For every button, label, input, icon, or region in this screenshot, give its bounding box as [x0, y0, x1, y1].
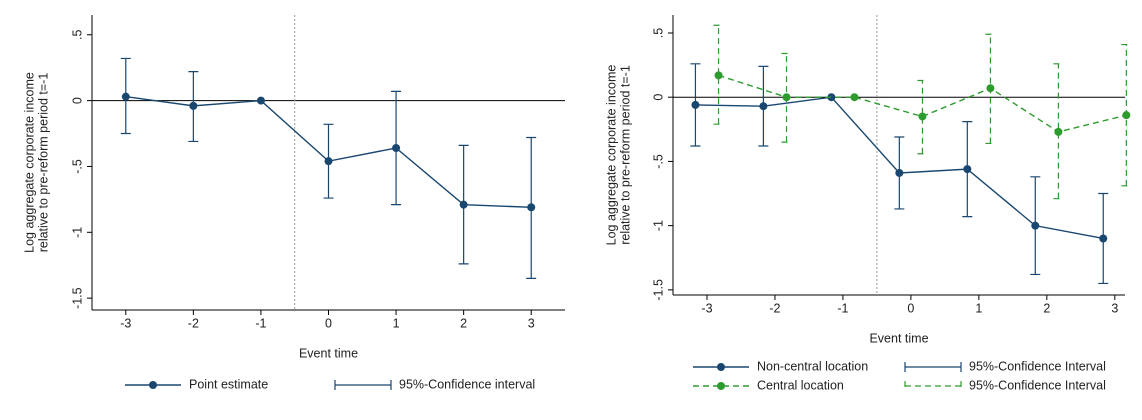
- legend-label: 95%-Confidence interval: [399, 377, 535, 391]
- point: [459, 200, 468, 209]
- x-tick-label: -3: [120, 316, 131, 330]
- y-tick-label: -.5: [651, 154, 665, 169]
- legend-ci: [904, 381, 962, 391]
- y-tick-label: .5: [70, 30, 84, 40]
- point: [392, 144, 401, 153]
- x-axis-label: Event time: [299, 346, 358, 360]
- legend-label: Central location: [757, 378, 844, 392]
- y-axis-label: relative to pre-reform period t=-1: [618, 65, 632, 245]
- point: [895, 168, 904, 177]
- x-tick-label: -1: [837, 301, 848, 315]
- point: [1054, 127, 1063, 136]
- point: [759, 102, 768, 111]
- point: [918, 112, 927, 121]
- x-tick-label: 3: [1111, 301, 1118, 315]
- x-tick-label: -1: [255, 316, 266, 330]
- point: [963, 165, 972, 174]
- x-axis-label: Event time: [869, 331, 928, 345]
- error-bar: [1053, 63, 1064, 200]
- x-tick-label: 2: [1043, 301, 1050, 315]
- point: [121, 92, 130, 101]
- point: [782, 93, 791, 102]
- legend-marker: [717, 382, 725, 390]
- point: [714, 71, 723, 80]
- legend-label: 95%-Confidence Interval: [969, 359, 1106, 373]
- point: [827, 93, 836, 102]
- legend-marker: [717, 363, 725, 371]
- y-axis-label: relative to pre-reform period t=-1: [36, 73, 50, 253]
- y-tick-label: -1.5: [70, 287, 84, 309]
- x-tick-label: -3: [701, 301, 712, 315]
- x-tick-label: 0: [325, 316, 332, 330]
- point: [1031, 221, 1040, 230]
- y-axis-label: Log aggregate corporate income: [604, 65, 618, 246]
- legend-ci: [334, 380, 392, 390]
- point: [1099, 234, 1108, 243]
- x-tick-label: 1: [393, 316, 400, 330]
- x-tick-label: -2: [769, 301, 780, 315]
- point: [986, 84, 995, 93]
- point: [691, 100, 700, 109]
- point: [256, 96, 265, 105]
- y-tick-label: -1.5: [651, 279, 665, 301]
- x-tick-label: -2: [188, 316, 199, 330]
- legend-label: Non-central location: [757, 359, 868, 373]
- y-tick-label: 0: [651, 94, 665, 101]
- point: [1122, 111, 1131, 120]
- point: [527, 203, 536, 212]
- y-tick-label: -.5: [70, 159, 84, 174]
- point: [324, 157, 333, 166]
- y-tick-label: -1: [70, 227, 84, 238]
- y-axis-label: Log aggregate corporate income: [22, 72, 36, 253]
- x-tick-label: 1: [975, 301, 982, 315]
- point: [189, 101, 198, 110]
- error-bar: [917, 79, 928, 155]
- y-tick-label: -1: [651, 220, 665, 231]
- legend-ci: [904, 362, 962, 372]
- y-tick-label: .5: [651, 28, 665, 38]
- legend-marker: [149, 381, 157, 389]
- x-tick-label: 2: [460, 316, 467, 330]
- legend-label: Point estimate: [189, 377, 268, 391]
- error-bar: [713, 24, 724, 125]
- y-tick-label: 0: [70, 97, 84, 104]
- x-tick-label: 0: [907, 301, 914, 315]
- legend-label: 95%-Confidence Interval: [969, 378, 1106, 392]
- x-tick-label: 3: [528, 316, 535, 330]
- point: [850, 93, 859, 102]
